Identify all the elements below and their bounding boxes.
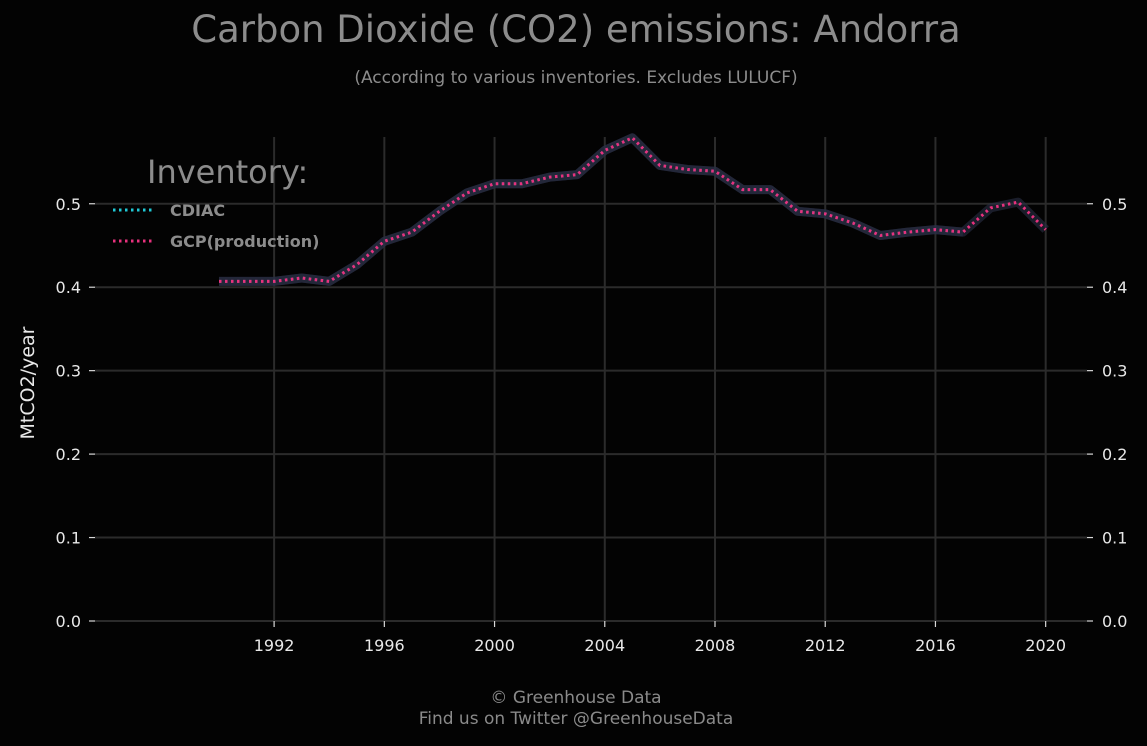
y-tick-label-left: 0.2 [56, 445, 81, 464]
y-tick-label-left: 0.3 [56, 362, 81, 381]
legend-label-cdiac: CDIAC [170, 201, 225, 220]
x-tick-label: 1996 [364, 636, 405, 655]
y-tick-label-right: 0.1 [1102, 529, 1127, 548]
y-axis-label: MtCO2/year [17, 326, 39, 439]
chart-subtitle: (According to various inventories. Exclu… [354, 68, 798, 88]
y-tick-label-right: 0.5 [1102, 195, 1127, 214]
y-tick-label-right: 0.3 [1102, 362, 1127, 381]
y-tick-label-right: 0.2 [1102, 445, 1127, 464]
axes: 1992 1996 2000 2004 2008 2012 2016 2020 0.0 0.0 0.… [56, 195, 1128, 655]
x-tick-label: 2020 [1025, 636, 1066, 655]
y-tick-label-right: 0.4 [1102, 278, 1127, 297]
footer: © Greenhouse Data Find us on Twitter @Gr… [0, 688, 1147, 730]
y-tick-label-left: 0.1 [56, 529, 81, 548]
x-tick-label: 2012 [805, 636, 846, 655]
y-tick-label-left: 0.0 [56, 612, 81, 631]
x-tick-label: 2016 [915, 636, 956, 655]
x-tick-label: 2004 [584, 636, 625, 655]
series-line-gcp-production [219, 136, 1047, 283]
x-tick-label: 1992 [254, 636, 295, 655]
twitter-handle-text: Find us on Twitter @GreenhouseData [418, 709, 734, 729]
line-chart: 1992 1996 2000 2004 2008 2012 2016 2020 0.0 0.0 0.… [17, 133, 1128, 655]
x-tick-label: 2008 [695, 636, 736, 655]
legend-title: Inventory: [147, 153, 308, 191]
y-tick-label-left: 0.4 [56, 278, 81, 297]
legend-label-gcp-production: GCP(production) [170, 232, 319, 251]
series-glow-gcp-production [219, 133, 1049, 286]
legend: Inventory: CDIAC GCP(production) [113, 153, 319, 251]
copyright-text: © Greenhouse Data [490, 688, 662, 708]
chart-title: Carbon Dioxide (CO2) emissions: Andorra [191, 8, 961, 51]
x-tick-label: 2000 [474, 636, 515, 655]
y-tick-label-right: 0.0 [1102, 612, 1127, 631]
y-tick-label-left: 0.5 [56, 195, 81, 214]
grid-lines [95, 137, 1087, 622]
series-lines [219, 133, 1049, 286]
